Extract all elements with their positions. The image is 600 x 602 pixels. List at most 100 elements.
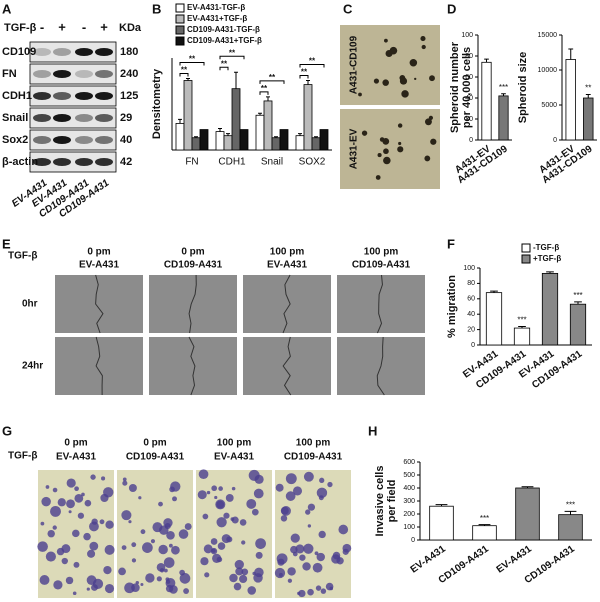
panel-letter: F	[447, 236, 455, 251]
invasive-cell	[105, 520, 114, 529]
significance-bracket	[219, 66, 229, 71]
cell-label: EV-A431	[267, 260, 307, 271]
invasive-cell	[77, 512, 85, 519]
blot-band	[75, 48, 93, 56]
bar	[263, 100, 273, 151]
wound-edge	[376, 336, 385, 396]
invasive-cell	[169, 585, 178, 594]
legend-label: EV-A431+TGF-β	[187, 14, 247, 23]
invasive-cell	[221, 534, 231, 544]
invasive-cell	[128, 484, 137, 493]
invasive-cell	[172, 496, 177, 502]
bar	[472, 525, 497, 541]
invasive-cell	[316, 552, 325, 562]
error-bar	[258, 112, 262, 116]
significance-label: **	[261, 84, 268, 93]
legend-swatch	[175, 36, 185, 46]
treatment-sign: +	[58, 19, 66, 34]
legend-swatch	[521, 254, 531, 264]
invasive-cell	[216, 517, 227, 528]
invasive-cell	[50, 505, 61, 517]
blot-strip	[29, 129, 117, 151]
spheroid	[397, 123, 403, 128]
invasive-cell	[72, 591, 77, 596]
blot-strip	[29, 63, 117, 85]
spheroid	[375, 175, 381, 180]
blot-band	[75, 114, 93, 122]
blot-band	[33, 114, 51, 122]
panel-letter: E	[2, 236, 11, 251]
invasive-cell	[86, 575, 97, 586]
migration-image	[149, 275, 237, 333]
invasive-cell	[298, 589, 306, 598]
bar	[498, 95, 509, 141]
invasive-cell	[121, 510, 132, 521]
error-bar	[186, 77, 190, 81]
error-bar	[226, 133, 230, 136]
invasive-cell	[118, 567, 126, 576]
y-tick-label: 60	[467, 296, 475, 303]
y-tick-label: 0	[469, 137, 473, 144]
significance-label: ***	[517, 316, 526, 325]
invasive-cell	[292, 486, 303, 496]
invasive-cell	[231, 486, 236, 491]
dose-label: 0 pm	[87, 247, 110, 258]
blot-band	[33, 70, 51, 78]
cell-label: CD109-A431	[126, 452, 185, 463]
panel-letter: H	[368, 423, 377, 438]
invasive-cell	[74, 486, 79, 492]
invasive-cell	[138, 496, 142, 500]
y-axis-label: Densitometry	[151, 68, 163, 139]
bar	[183, 80, 193, 151]
invasive-cell	[329, 586, 334, 591]
protein-label: Snail	[2, 112, 28, 124]
invasive-cell	[197, 490, 207, 500]
invasive-cell	[307, 588, 314, 596]
invasive-cell	[87, 549, 96, 558]
wound-edge	[282, 274, 291, 334]
y-tick-label: 500	[403, 472, 415, 479]
invasive-cell	[211, 485, 218, 492]
legend-swatch	[521, 243, 531, 253]
invasive-cell	[66, 478, 76, 488]
invasive-cell	[135, 580, 139, 585]
bar	[541, 272, 559, 346]
y-tick-label: 80	[465, 53, 473, 60]
error-bar	[564, 510, 577, 515]
treatment-label: TGF-β	[8, 251, 37, 262]
invasive-cell	[247, 586, 256, 595]
spheroid	[420, 36, 426, 42]
error-bar	[501, 93, 506, 96]
invasive-cell	[307, 503, 316, 511]
invasive-cell	[233, 582, 242, 591]
invasive-cell	[318, 530, 326, 539]
blot-strip	[29, 41, 117, 63]
y-tick-label: 60	[465, 74, 473, 81]
invasive-cell	[56, 547, 65, 556]
invasive-cell	[295, 544, 305, 554]
blot-band	[53, 136, 71, 144]
invasive-cell	[53, 580, 63, 590]
legend-swatch	[175, 25, 185, 35]
legend-label: EV-A431-TGF-β	[187, 3, 245, 12]
size-label: 240	[120, 68, 138, 80]
invasive-cell	[159, 568, 165, 573]
error-bar	[478, 524, 491, 526]
x-tick-label: CDH1	[218, 157, 246, 168]
invasive-cell	[74, 493, 84, 503]
invasive-cell	[319, 477, 325, 483]
y-axis-label: Invasive cells	[374, 466, 386, 537]
migration-image	[55, 337, 143, 395]
significance-label: **	[309, 57, 316, 66]
cell-label: EV-A431	[56, 452, 96, 463]
invasive-cell	[206, 490, 211, 495]
invasive-cell	[230, 517, 235, 521]
invasive-cell	[239, 519, 247, 526]
y-tick-label: 200	[403, 511, 415, 518]
y-tick-label: 400	[403, 485, 415, 492]
invasive-cell	[73, 561, 80, 568]
invasive-cell	[210, 538, 218, 545]
y-tick-label: 0	[411, 537, 415, 544]
invasive-cell	[104, 544, 115, 555]
treatment-sign: -	[82, 19, 86, 34]
